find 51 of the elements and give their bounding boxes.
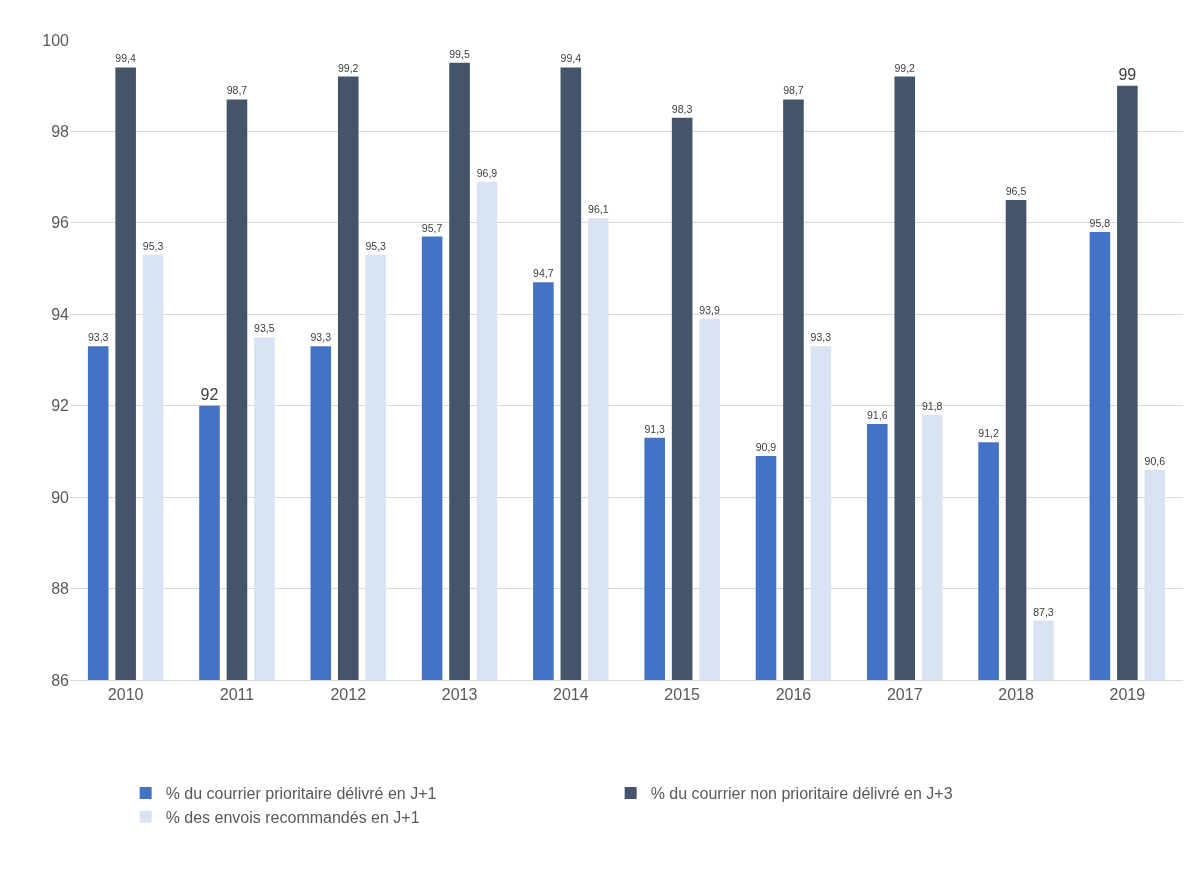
- data-label: 91,2: [978, 427, 999, 440]
- data-label: 96,9: [476, 166, 498, 179]
- data-label: 94,7: [533, 267, 554, 280]
- data-label: 95,3: [142, 239, 164, 252]
- x-tick-label: 2017: [886, 686, 923, 704]
- x-tick-label: 2014: [553, 686, 589, 704]
- legend-label: % du courrier prioritaire délivré en J+1: [165, 785, 437, 803]
- legend-label: % du courrier non prioritaire délivré en J+3: [650, 785, 953, 803]
- legend-label: % des envois recommandés en J+1: [165, 808, 420, 826]
- data-label: 95,7: [421, 221, 443, 234]
- data-label: 98,3: [671, 102, 693, 115]
- x-tick-label: 2016: [775, 686, 812, 704]
- x-tick-label: 2019: [1109, 686, 1146, 704]
- data-label: 90,6: [1144, 454, 1166, 467]
- x-tick-label: 2011: [219, 686, 255, 704]
- x-tick-label: 2010: [107, 686, 144, 704]
- data-label: 96,1: [588, 203, 609, 216]
- data-label: 93,3: [87, 331, 109, 344]
- data-label: 99,4: [115, 52, 137, 65]
- y-tick-label: 100: [42, 31, 70, 49]
- data-label: 91,6: [867, 409, 888, 422]
- data-label: 99,2: [894, 61, 916, 74]
- data-label: 87,3: [1033, 605, 1054, 618]
- data-label: 91,3: [644, 422, 666, 435]
- data-label: 99,2: [337, 61, 359, 74]
- y-tick-label: 86: [51, 671, 70, 689]
- y-tick-label: 92: [51, 397, 70, 415]
- y-tick-label: 94: [51, 305, 70, 323]
- data-label: 96,5: [1005, 185, 1027, 198]
- data-label: 93,5: [254, 322, 275, 335]
- data-label: 99: [1118, 65, 1137, 83]
- data-label: 91,8: [921, 399, 943, 412]
- x-tick-label: 2015: [664, 686, 701, 704]
- x-tick-label: 2012: [330, 686, 367, 704]
- y-tick-label: 98: [51, 123, 70, 141]
- data-label: 93,3: [310, 331, 332, 344]
- y-tick-label: 90: [51, 488, 70, 506]
- data-label: 95,3: [365, 239, 387, 252]
- data-label: 99,4: [560, 52, 582, 65]
- data-label: 95,8: [1089, 217, 1111, 230]
- y-tick-label: 96: [51, 214, 70, 232]
- data-label: 98,7: [226, 84, 248, 97]
- data-label: 99,5: [449, 47, 470, 60]
- data-label: 92: [200, 385, 219, 403]
- data-label: 93,3: [810, 331, 832, 344]
- data-label: 93,9: [699, 303, 720, 316]
- data-label: 90,9: [755, 441, 777, 454]
- y-tick-label: 88: [51, 580, 70, 598]
- data-label: 98,7: [783, 84, 804, 97]
- x-tick-label: 2013: [441, 686, 478, 704]
- x-tick-label: 2018: [998, 686, 1034, 704]
